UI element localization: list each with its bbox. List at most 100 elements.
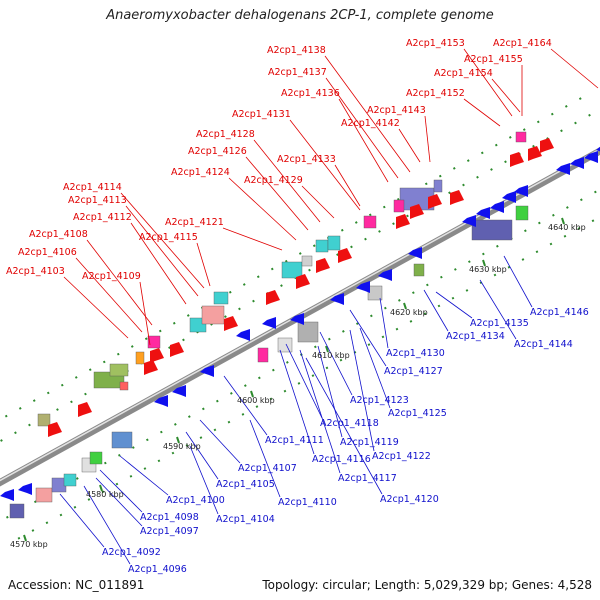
gene-arrow-forward: [338, 248, 352, 263]
gene-labels: A2cp1_4103 A2cp1_4106 A2cp1_4108 A2cp1_4109…: [6, 38, 589, 575]
gene-label: A2cp1_4144: [514, 339, 573, 350]
leader-line: [99, 469, 143, 513]
gene-box: [147, 335, 161, 349]
leader-line: [125, 205, 199, 297]
gene-arrow-reverse: [596, 146, 600, 152]
accession-text: Accession: NC_011891: [8, 578, 145, 592]
gene-label: A2cp1_4136: [281, 88, 340, 99]
dotted-track: [17, 215, 600, 540]
kbp-label: 4570 kbp: [10, 540, 48, 549]
gene-label: A2cp1_4114: [63, 182, 122, 193]
gene-label: A2cp1_4152: [406, 88, 465, 99]
gene-arrow-forward: [78, 402, 92, 417]
leader-line: [325, 77, 399, 179]
kbp-label: 4630 kbp: [469, 265, 507, 274]
leader-line: [463, 48, 513, 117]
leader-line: [59, 493, 105, 548]
gene-label: A2cp1_4128: [196, 129, 255, 140]
gene-label: A2cp1_4105: [216, 479, 275, 490]
gene-label: A2cp1_4129: [244, 175, 303, 186]
gene-box: [363, 215, 377, 229]
scale-tick: [482, 259, 486, 267]
gene-arrow-forward: [266, 290, 280, 305]
gene-arrow-reverse: [514, 185, 528, 197]
gene-arrow-forward: [48, 422, 62, 437]
gene-arrow-reverse: [18, 483, 32, 495]
gene-label: A2cp1_4154: [434, 68, 493, 79]
leader-line: [338, 98, 389, 183]
leader-line: [423, 289, 449, 332]
leader-line: [279, 349, 315, 455]
gene-arrow-forward: [450, 190, 464, 205]
kbp-labels: 4570 kbp 4580 kbp 4590 kbp 4600 kbp 4610 kbp…: [10, 223, 586, 549]
gene-box: [281, 261, 303, 279]
gene-features: [9, 131, 529, 519]
gene-arrow-reverse: [584, 151, 598, 163]
gene-arrow-reverse: [490, 201, 504, 213]
gene-label: A2cp1_4127: [384, 366, 443, 377]
gene-arrow-forward: [510, 152, 524, 167]
gene-arrow-reverse: [556, 163, 570, 175]
scale-tick: [325, 345, 329, 353]
gene-label: A2cp1_4143: [367, 105, 426, 116]
gene-arrow-forward: [396, 214, 410, 229]
leader-line: [285, 343, 323, 419]
gene-label: A2cp1_4098: [140, 512, 199, 523]
gene-label: A2cp1_4138: [267, 45, 326, 56]
gene-box: [515, 131, 527, 143]
gene-label: A2cp1_4122: [372, 451, 431, 462]
scale-tick: [403, 302, 407, 310]
gene-label: A2cp1_4107: [238, 463, 297, 474]
scale-tick: [250, 390, 254, 398]
gene-box: [315, 239, 329, 253]
leader-line: [86, 239, 153, 326]
gene-label: A2cp1_4124: [171, 167, 230, 178]
gene-box: [63, 473, 77, 487]
gene-label: A2cp1_4097: [140, 526, 199, 537]
gene-label: A2cp1_4137: [268, 67, 327, 78]
gene-box: [367, 285, 383, 301]
gene-arrow-reverse: [570, 157, 584, 169]
gene-label: A2cp1_4118: [320, 418, 379, 429]
leader-line: [359, 327, 391, 409]
gene-label: A2cp1_4109: [82, 271, 141, 282]
leader-line: [435, 291, 473, 319]
gene-box: [111, 431, 133, 449]
gene-arrow-forward: [170, 342, 184, 357]
gene-label: A2cp1_4125: [388, 408, 447, 419]
label-leaders: [59, 48, 599, 565]
leader-line: [245, 156, 309, 231]
leader-line: [379, 297, 389, 349]
topology-text: Topology: circular; Length: 5,029,329 bp…: [262, 578, 592, 592]
gene-arrows: [0, 138, 600, 501]
gene-arrow-reverse: [172, 385, 186, 397]
gene-arrow-reverse: [462, 215, 476, 227]
gene-box: [515, 205, 529, 221]
gene-label: A2cp1_4134: [446, 331, 505, 342]
leader-line: [301, 185, 335, 219]
gene-arrow-forward: [296, 274, 310, 289]
leader-line: [463, 98, 501, 127]
leader-line: [319, 331, 353, 396]
gene-arrow-forward: [428, 194, 442, 209]
gene-label: A2cp1_4153: [406, 38, 465, 49]
gene-arrow-reverse: [408, 247, 422, 259]
leader-line: [398, 128, 421, 163]
gene-box: [277, 337, 293, 353]
gene-box: [413, 263, 425, 277]
gene-box: [297, 321, 319, 343]
gene-label: A2cp1_4100: [166, 495, 225, 506]
gene-arrow-reverse: [236, 329, 250, 341]
gene-arrow-reverse: [356, 281, 370, 293]
gene-label: A2cp1_4121: [165, 217, 224, 228]
kbp-label: 4620 kbp: [390, 308, 428, 317]
leader-line: [199, 419, 241, 464]
scale-tick: [561, 217, 565, 225]
scale-tick: [176, 436, 180, 444]
kbp-label: 4640 kbp: [548, 223, 586, 232]
gene-arrow-reverse: [154, 395, 168, 407]
gene-box: [35, 487, 53, 503]
leader-line: [83, 485, 131, 565]
gene-arrow-reverse: [502, 191, 516, 203]
leader-line: [119, 455, 169, 496]
